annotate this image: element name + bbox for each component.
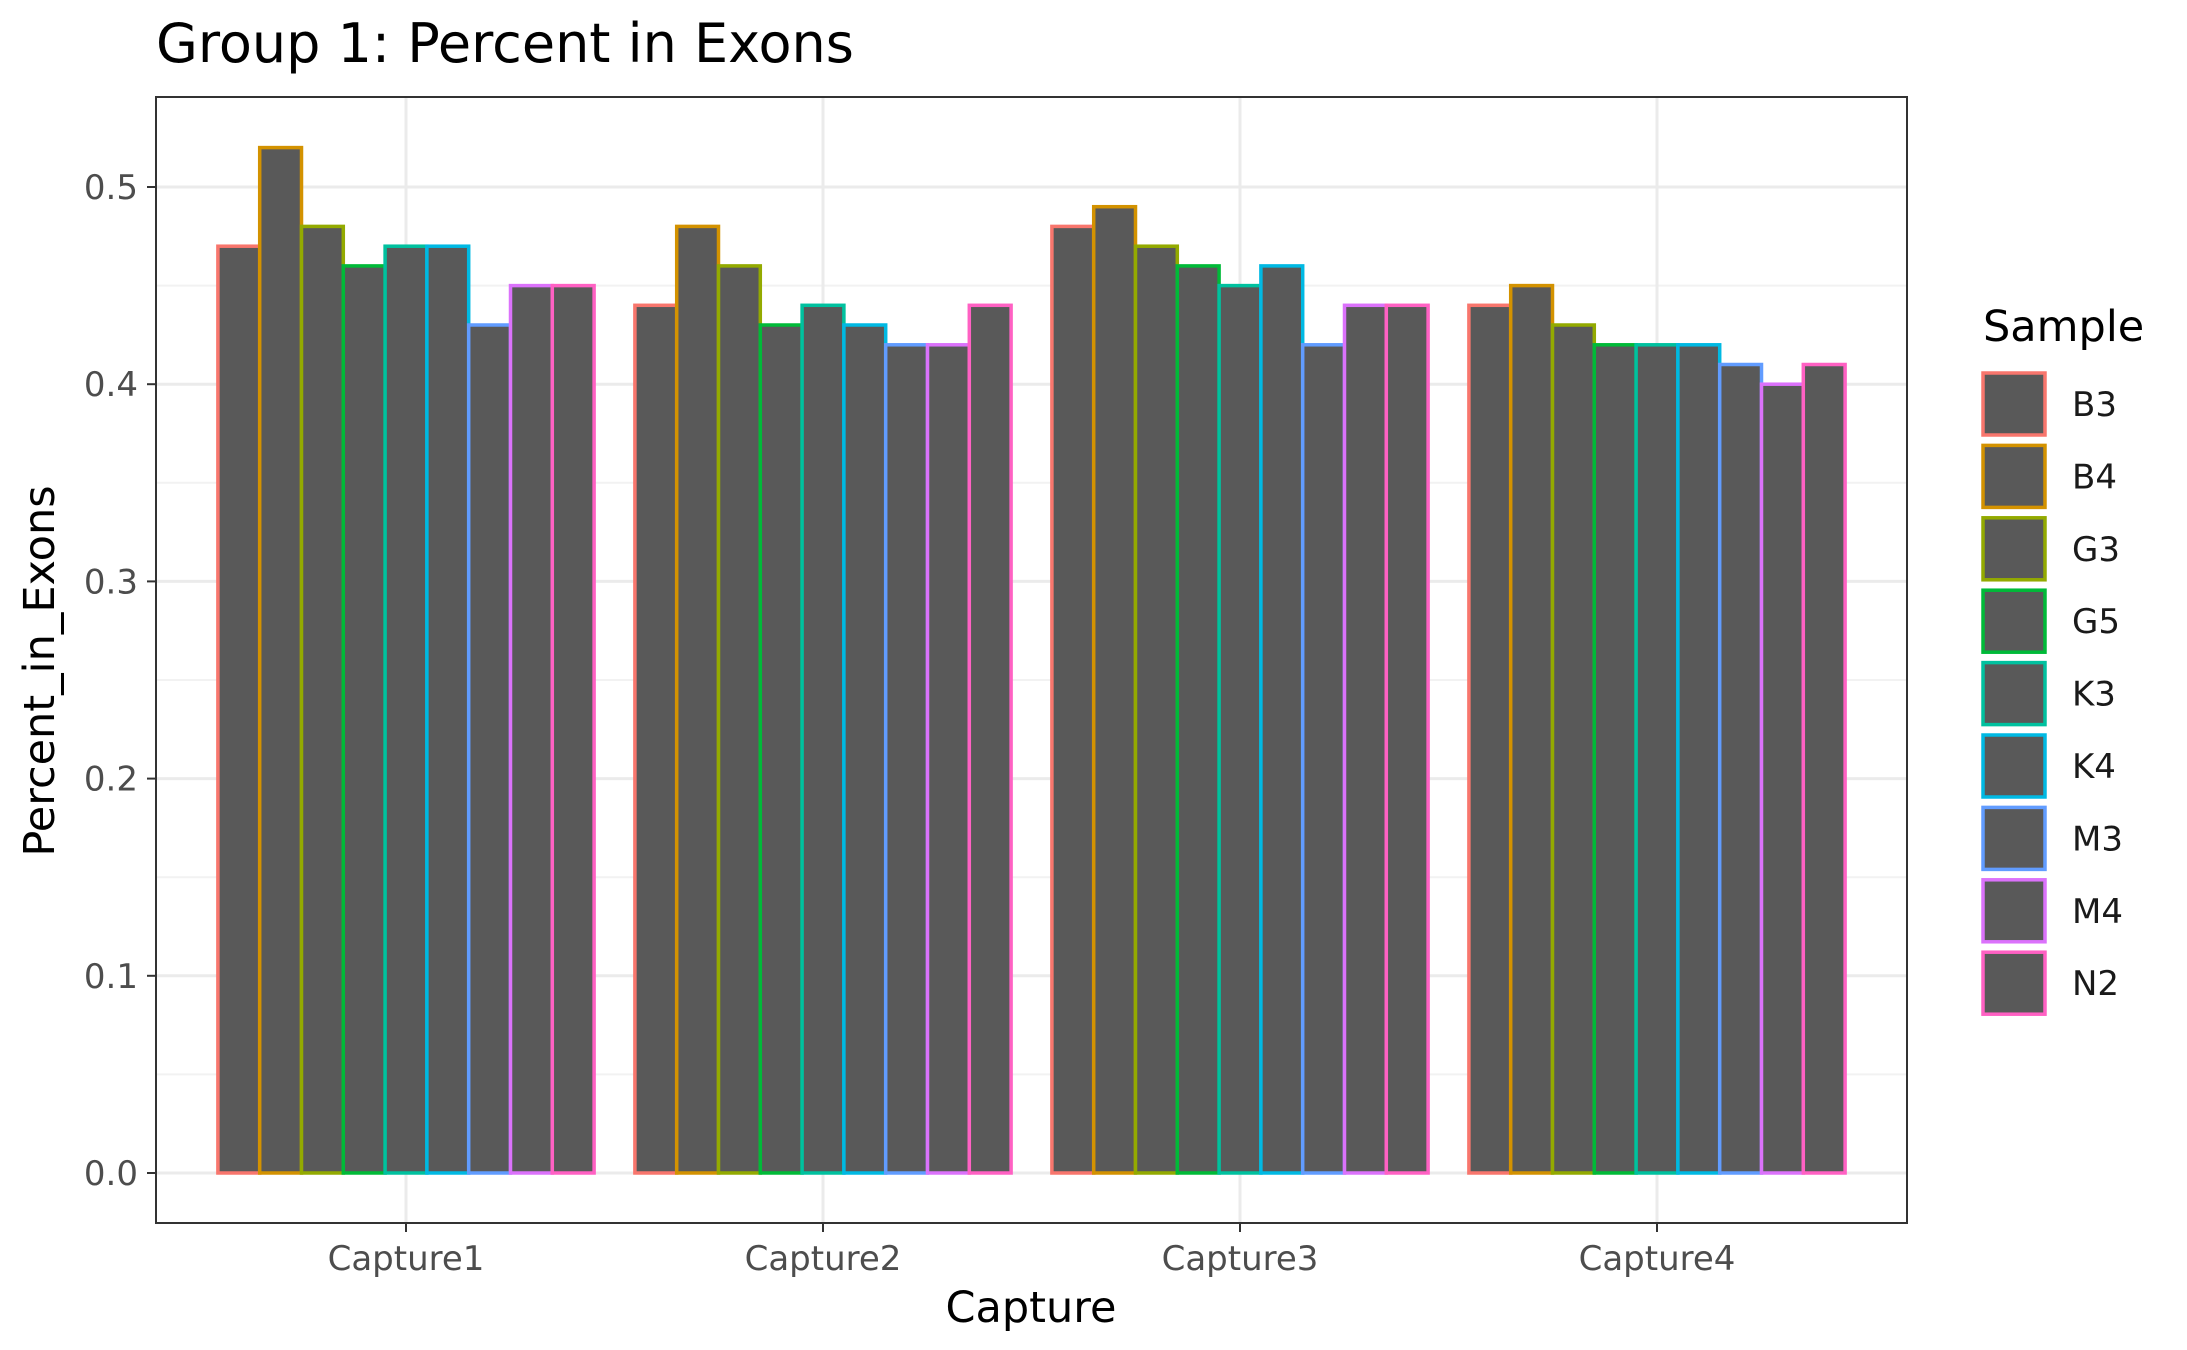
bar-M3-Capture4 xyxy=(1717,362,1764,1175)
bar-K3-Capture2 xyxy=(800,303,846,1175)
y-tick-label: 0.4 xyxy=(84,365,138,405)
plot-area: 0.0 0.1 0.2 0.3 0.4 0.5 Capture1 Capture2 Captur… xyxy=(84,96,1908,1279)
legend-key-G5 xyxy=(1981,588,2047,654)
bar-G5-Capture1 xyxy=(341,264,387,1175)
bar-K3-Capture4 xyxy=(1634,343,1680,1175)
legend-label-N2: N2 xyxy=(2072,964,2119,1004)
bar-G5-Capture4 xyxy=(1592,343,1638,1175)
bar-B3-Capture2 xyxy=(633,303,679,1175)
legend-label-B4: B4 xyxy=(2072,457,2117,497)
bar-N2-Capture2 xyxy=(967,303,1013,1175)
bar-B4-Capture3 xyxy=(1091,204,1138,1175)
bar-M3-Capture3 xyxy=(1300,343,1347,1175)
legend-label-K4: K4 xyxy=(2072,747,2116,787)
bar-G3-Capture1 xyxy=(299,224,346,1175)
legend-key-N2 xyxy=(1981,950,2047,1016)
bar-N2-Capture1 xyxy=(550,283,596,1175)
bar-M3-Capture2 xyxy=(883,343,930,1175)
bar-B3-Capture4 xyxy=(1467,303,1513,1175)
bar-K3-Capture3 xyxy=(1217,283,1263,1175)
bar-N2-Capture3 xyxy=(1384,303,1430,1175)
x-tick-label: Capture2 xyxy=(745,1239,902,1279)
bar-G5-Capture2 xyxy=(758,323,804,1175)
y-tick-label: 0.5 xyxy=(84,168,138,208)
bar-M4-Capture3 xyxy=(1342,303,1389,1175)
legend-label-G5: G5 xyxy=(2072,602,2120,642)
bar-K4-Capture3 xyxy=(1259,264,1305,1175)
bar-M4-Capture4 xyxy=(1759,382,1806,1175)
legend: Sample B3 B4 G3 G5 K3 K4 M3 M4 N2 xyxy=(1981,302,2144,1016)
bar-K4-Capture2 xyxy=(842,323,888,1175)
y-axis-title: Percent_in_Exons xyxy=(15,485,65,856)
bar-G5-Capture3 xyxy=(1175,264,1221,1175)
y-tick-label: 0.0 xyxy=(84,1154,138,1194)
bar-M4-Capture2 xyxy=(925,343,972,1175)
y-tick-label: 0.3 xyxy=(84,562,138,602)
bar-G3-Capture2 xyxy=(716,264,763,1175)
bar-B4-Capture4 xyxy=(1508,283,1555,1175)
y-tick-label: 0.2 xyxy=(84,760,138,800)
legend-label-K3: K3 xyxy=(2072,675,2116,715)
legend-key-K4 xyxy=(1981,733,2047,799)
x-tick-label: Capture3 xyxy=(1162,1239,1319,1279)
legend-key-G3 xyxy=(1981,516,2047,582)
bar-G3-Capture3 xyxy=(1133,244,1180,1175)
bar-M4-Capture1 xyxy=(508,283,555,1175)
bar-B4-Capture1 xyxy=(257,145,304,1175)
x-tick-label: Capture4 xyxy=(1579,1239,1736,1279)
bar-K3-Capture1 xyxy=(383,244,429,1175)
legend-label-M4: M4 xyxy=(2072,892,2123,932)
bar-G3-Capture4 xyxy=(1550,323,1597,1175)
legend-key-K3 xyxy=(1981,660,2047,727)
legend-title: Sample xyxy=(1983,302,2144,352)
panel-border xyxy=(155,96,1908,1224)
legend-label-B3: B3 xyxy=(2072,385,2117,425)
chart-title: Group 1: Percent in Exons xyxy=(156,12,854,75)
bar-B3-Capture3 xyxy=(1050,224,1096,1175)
y-tick-label: 0.1 xyxy=(84,957,138,997)
bar-K4-Capture1 xyxy=(425,244,471,1175)
legend-key-M4 xyxy=(1981,878,2047,944)
bar-M3-Capture1 xyxy=(466,323,513,1175)
legend-key-B3 xyxy=(1981,371,2047,437)
bar-B3-Capture1 xyxy=(216,244,262,1175)
legend-label-G3: G3 xyxy=(2072,530,2120,570)
x-axis-title: Capture xyxy=(946,1283,1117,1333)
legend-key-B4 xyxy=(1981,443,2047,510)
legend-label-M3: M3 xyxy=(2072,819,2123,859)
bar-N2-Capture4 xyxy=(1801,362,1847,1175)
bar-B4-Capture2 xyxy=(674,224,721,1175)
legend-key-M3 xyxy=(1981,805,2047,872)
x-tick-label: Capture1 xyxy=(328,1239,485,1279)
bar-K4-Capture4 xyxy=(1676,343,1722,1175)
